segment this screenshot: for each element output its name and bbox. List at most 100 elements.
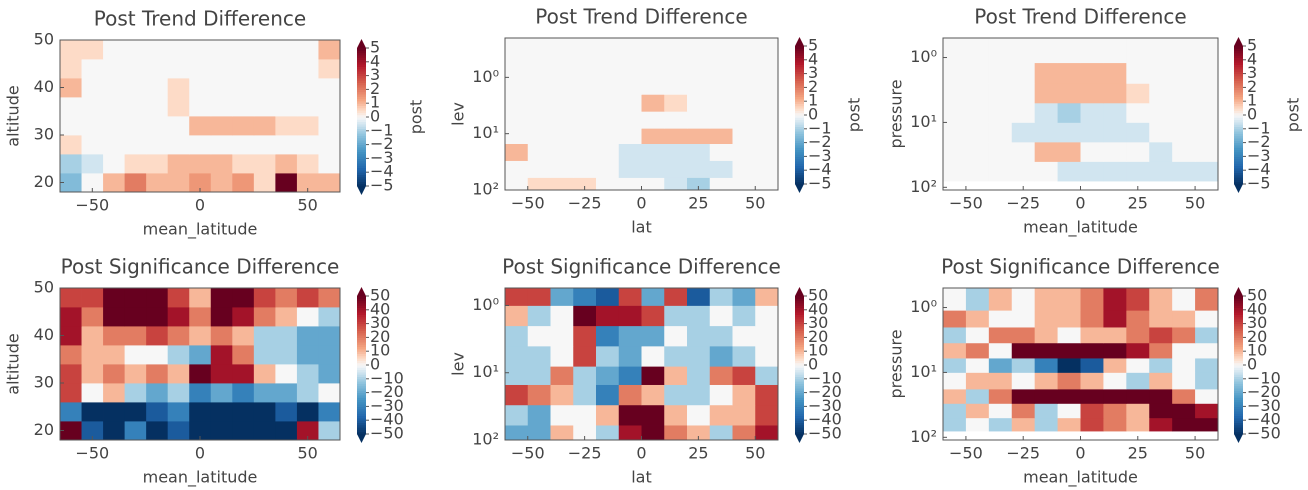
heatmap-cell: [1080, 161, 1104, 182]
colorbar-segment: [357, 179, 366, 182]
colorbar-label: post: [407, 100, 426, 135]
heatmap-cell: [664, 94, 688, 112]
heatmap-cell: [318, 326, 341, 346]
heatmap-cell: [1034, 358, 1058, 373]
heatmap-cell: [641, 366, 665, 385]
heatmap-cell: [1195, 358, 1219, 373]
heatmap-cell: [596, 345, 620, 367]
colorbar-segment: [1234, 151, 1243, 155]
heatmap-cell: [232, 326, 255, 346]
heatmap-cell: [988, 327, 1013, 344]
heatmap-cell: [167, 97, 190, 117]
colorbar-segment: [357, 360, 366, 364]
heatmap-cell: [618, 111, 642, 129]
colorbar-segment: [1234, 417, 1243, 421]
colorbar-segment: [357, 337, 366, 341]
colorbar-segment: [795, 362, 804, 366]
heatmap-cell: [103, 326, 126, 346]
heatmap-cell: [943, 403, 967, 419]
colorbar-segment: [795, 413, 804, 417]
heatmap-cell: [618, 345, 642, 367]
colorbar-segment: [357, 316, 366, 320]
heatmap-cell: [709, 384, 733, 406]
x-tick-label: −25: [1006, 194, 1040, 213]
heatmap-cell: [965, 102, 990, 123]
colorbar-segment: [795, 154, 804, 157]
heatmap-cell: [1126, 102, 1150, 123]
heatmap-cell: [189, 59, 212, 79]
colorbar-tick-label: −3: [370, 148, 394, 167]
colorbar-segment: [795, 172, 804, 176]
colorbar-extend: [795, 287, 804, 296]
colorbar-segment: [795, 332, 804, 336]
heatmap-cell: [1195, 403, 1219, 419]
colorbar-segment: [1234, 62, 1243, 65]
heatmap-cell: [641, 177, 665, 191]
heatmap-cell: [318, 40, 341, 60]
heatmap-cell: [146, 345, 169, 365]
heatmap-cell: [943, 342, 967, 359]
heatmap-cell: [573, 160, 597, 178]
heatmap-cell: [618, 177, 642, 191]
heatmap-cell: [732, 325, 756, 347]
colorbar-segment: [1234, 78, 1243, 81]
heatmap-cell: [1172, 310, 1196, 328]
heatmap-cell: [318, 59, 341, 79]
heatmap-cell: [641, 345, 665, 367]
colorbar-segment: [1234, 69, 1243, 72]
heatmap-cell: [146, 135, 169, 155]
x-axis-label: mean_latitude: [143, 468, 258, 488]
heatmap-cell: [296, 116, 319, 136]
y-tick-label: 30: [34, 373, 54, 392]
colorbar-segment: [357, 57, 366, 60]
heatmap-cell: [318, 307, 341, 327]
heatmap-cell: [709, 94, 733, 112]
heatmap-cell: [275, 402, 298, 422]
heatmap-cell: [1057, 403, 1081, 419]
heatmap-cell: [965, 388, 990, 404]
colorbar-segment: [795, 64, 804, 68]
heatmap-cell: [275, 307, 298, 327]
colorbar-segment: [357, 383, 366, 387]
heatmap-cell: [81, 402, 104, 422]
x-tick-label: 50: [1185, 194, 1205, 213]
colorbar-tick-label: −4: [370, 162, 394, 181]
heatmap-cell: [81, 383, 104, 403]
heatmap-cell: [687, 111, 711, 129]
colorbar-segment: [1234, 307, 1243, 311]
colorbar-segment: [795, 149, 804, 153]
heatmap-cell: [943, 102, 967, 123]
heatmap-cell: [1103, 102, 1127, 123]
heatmap-cell: [1149, 288, 1173, 311]
colorbar-segment: [1234, 321, 1243, 325]
colorbar-segment: [357, 298, 366, 302]
heatmap-cell: [232, 288, 255, 308]
colorbar-segment: [357, 149, 366, 152]
heatmap-cell: [275, 59, 298, 79]
colorbar-segment: [357, 153, 366, 157]
colorbar-tick-label: −30: [1247, 396, 1281, 415]
colorbar-segment: [357, 54, 366, 58]
heatmap-cell: [1126, 358, 1150, 373]
heatmap-cell: [1195, 310, 1219, 328]
colorbar-tick-label: 50: [370, 286, 390, 305]
heatmap-cell: [965, 83, 990, 104]
heatmap-cell: [1034, 417, 1058, 432]
heatmap-cell: [988, 288, 1013, 311]
heatmap-cell: [709, 425, 733, 441]
heatmap-cell: [189, 402, 212, 422]
colorbar-segment: [1234, 337, 1243, 341]
colorbar-segment: [1234, 101, 1243, 104]
heatmap-cell: [1080, 288, 1104, 311]
heatmap-cell: [505, 425, 529, 441]
colorbar-tick-label: 4: [1247, 49, 1257, 68]
colorbar-segment: [795, 411, 804, 414]
heatmap-cell: [618, 366, 642, 385]
heatmap-cell: [709, 305, 733, 327]
heatmap-cell: [103, 383, 126, 403]
heatmap-cell: [81, 97, 104, 117]
heatmap-cell: [1057, 288, 1081, 311]
heatmap-cell: [1172, 388, 1196, 404]
heatmap-cell: [732, 128, 756, 144]
colorbar-segment: [1234, 142, 1243, 146]
